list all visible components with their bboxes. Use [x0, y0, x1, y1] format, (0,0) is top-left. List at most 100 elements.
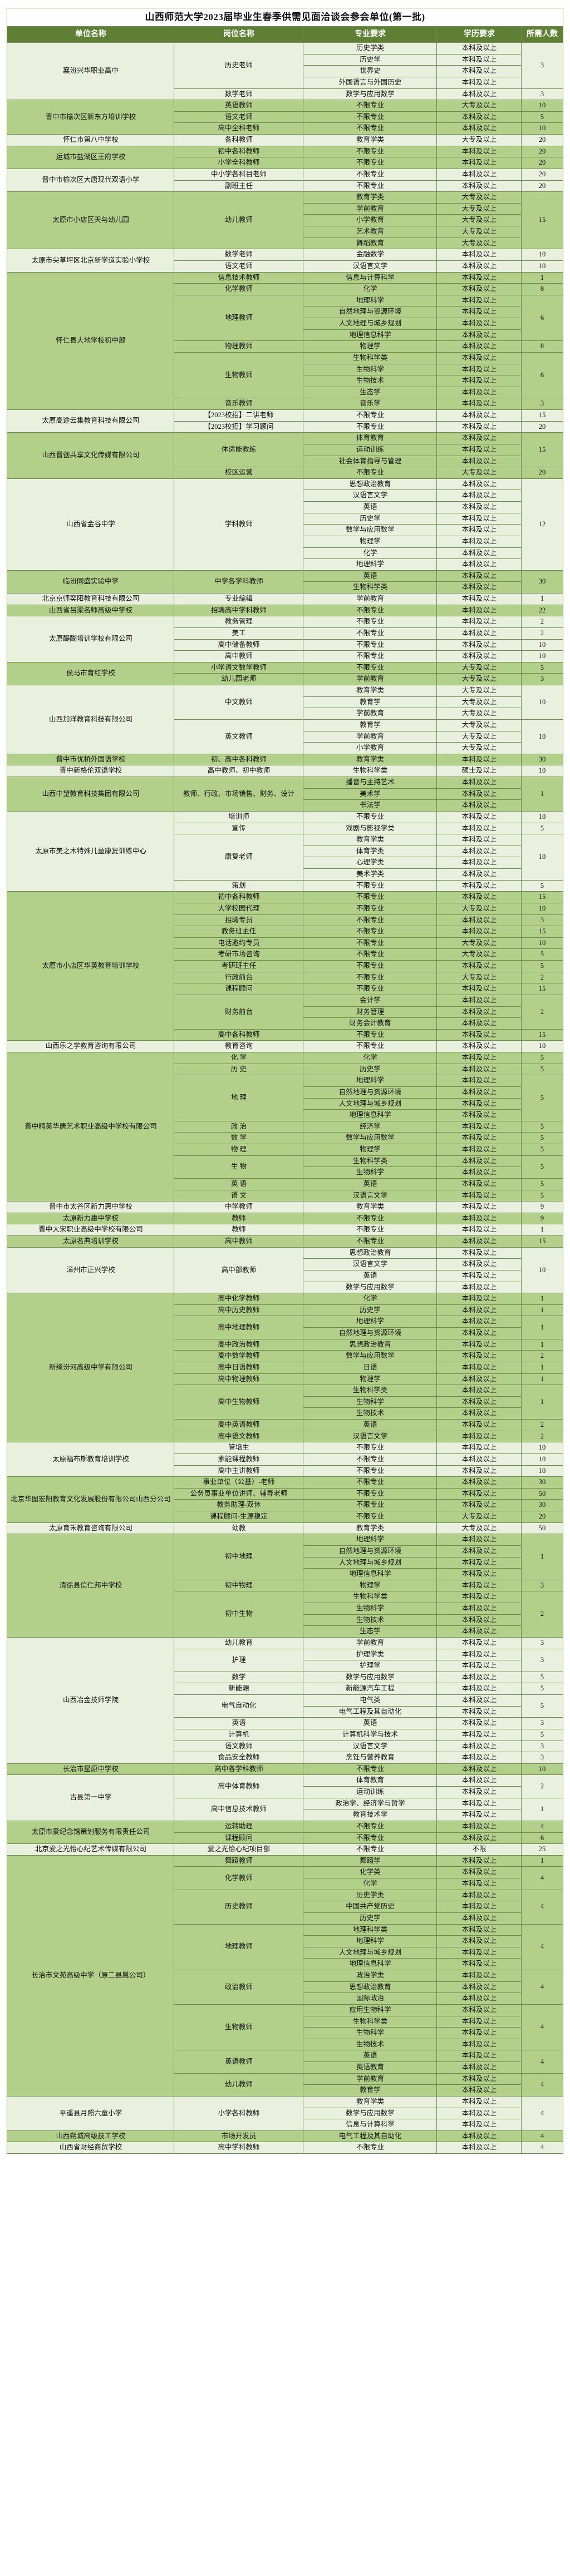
degree-cell: 本科及以上: [436, 1052, 522, 1064]
post-name-cell: 副班主任: [174, 180, 304, 192]
post-name-cell: 初中地理: [174, 1534, 304, 1580]
major-cell: 生物科学类: [303, 2015, 438, 2028]
degree-cell: 大专及以上: [436, 971, 522, 984]
degree-cell: 本科及以上: [436, 1247, 522, 1259]
post-name-cell: 高中化学教师: [174, 1293, 304, 1305]
major-cell: 不限专业: [303, 627, 438, 640]
degree-cell: 本科及以上: [436, 1407, 522, 1420]
post-name-cell: 教师、行政、市场销售、财务、设计: [174, 777, 304, 812]
table-row: 临汾同盛实验中学 中学各学科教师 英语 本科及以上 30: [7, 570, 563, 594]
table-row: 山西省财经商贸学校 高中学科教师 不限专业 本科及以上 4: [7, 2142, 563, 2154]
post-name-cell: 教师: [174, 1224, 304, 1236]
post-name-cell: 策划: [174, 879, 304, 892]
post-name-cell: 物 理: [174, 1144, 304, 1156]
degree-cell: 本科及以上: [436, 1132, 522, 1144]
major-cell: 人文地理与城乡规划: [303, 1097, 438, 1110]
major-cell: 外国语言与外国历史: [303, 76, 438, 89]
count-cell: 5: [521, 960, 563, 972]
table-row: 心理学类 本科及以上: [7, 857, 563, 869]
table-row: 考研市场咨询 不限专业 大专及以上 5: [7, 948, 563, 961]
unit-name-cell: 北京华图宏阳教育文化发展股份有限公司山西分公司: [7, 1476, 175, 1523]
major-cell: 历史学: [303, 53, 438, 66]
count-cell: 2: [521, 971, 563, 984]
unit-name-cell: 怀仁县大地学校初中部: [7, 271, 175, 410]
major-cell: 不限专业: [303, 1224, 438, 1236]
post-name-cell: 高中日语教师: [174, 1361, 304, 1374]
major-cell: 不限专业: [303, 145, 438, 158]
table-row: 护理学 本科及以上: [7, 1660, 563, 1672]
major-cell: 教育学类: [303, 753, 438, 766]
major-cell: 不限专业: [303, 983, 438, 995]
degree-cell: 本科及以上: [436, 1568, 522, 1580]
degree-cell: 本科及以上: [436, 1924, 522, 1936]
major-cell: 生物科学类: [303, 1155, 438, 1168]
unit-name-cell: 山西省吕梁名师高级中学校: [7, 604, 175, 617]
major-cell: 不限专业: [303, 879, 438, 892]
count-cell: 3: [521, 88, 563, 101]
post-name-cell: 语文教师: [174, 1740, 304, 1753]
degree-cell: 本科及以上: [436, 249, 522, 261]
unit-name-cell: 晋中大宋职业高级中学校有限公司: [7, 1224, 175, 1236]
degree-cell: 本科及以上: [436, 1636, 522, 1649]
table-row: 中国共产党历史 本科及以上: [7, 1901, 563, 1913]
degree-cell: 本科及以上: [436, 1006, 522, 1018]
major-cell: 应用生物科学: [303, 2004, 438, 2016]
unit-name-cell: 临汾同盛实验中学: [7, 570, 175, 594]
count-cell: 5: [521, 1132, 563, 1144]
post-name-cell: 学科教师: [174, 478, 304, 571]
degree-cell: 大专及以上: [436, 214, 522, 226]
table-row: 幼儿园老师 学前教育 大专及以上 3: [7, 673, 563, 685]
degree-cell: 本科及以上: [436, 1189, 522, 1202]
table-row: 生物科学 本科及以上: [7, 1396, 563, 1408]
major-cell: 历史学类: [303, 42, 438, 55]
table-row: 自然地理与资源环境 本科及以上: [7, 1086, 563, 1099]
table-row: 地理科学 本科及以上: [7, 558, 563, 571]
degree-cell: 本科及以上: [436, 122, 522, 135]
major-cell: 小学教育: [303, 214, 438, 226]
post-name-cell: 【2023校招】学习顾问: [174, 421, 304, 433]
degree-cell: 不限: [436, 1843, 522, 1856]
post-name-cell: 电话邀约专员: [174, 937, 304, 950]
table-row: 地理信息科学 本科及以上: [7, 1958, 563, 1970]
table-row: 山西乐之学教育咨询有限公司 教育咨询 不限专业 本科及以上 10: [7, 1040, 563, 1052]
post-name-cell: 专业编辑: [174, 593, 304, 605]
table-row: 美术学 本科及以上: [7, 788, 563, 800]
count-cell: 10: [521, 685, 563, 720]
unit-name-cell: 太原名典培训学校: [7, 1235, 175, 1248]
table-row: 考研班主任 不限专业 本科及以上 5: [7, 960, 563, 972]
table-row: 襄汾兴华职业高中 历史老师 历史学类 本科及以上 3: [7, 42, 563, 101]
table-row: 世界史 本科及以上: [7, 65, 563, 77]
count-cell: 5: [521, 879, 563, 892]
count-cell: 5: [521, 1694, 563, 1718]
post-name-cell: 高中教师、初中教师: [174, 765, 304, 777]
unit-name-cell: 晋中精英华唐艺术职业高级中学校有限公司: [7, 1051, 175, 1202]
major-cell: 数学与应用数学: [303, 524, 438, 536]
table-row: 英语教育 本科及以上: [7, 2061, 563, 2074]
degree-cell: 本科及以上: [436, 1579, 522, 1592]
unit-name-cell: 晋中市榆次区大唐现代双语小学: [7, 168, 175, 192]
count-cell: 30: [521, 570, 563, 594]
degree-cell: 大专及以上: [436, 661, 522, 674]
degree-cell: 本科及以上: [436, 1338, 522, 1351]
table-row: 晋中市榆次区大唐现代双语小学 中小学各科目老师 不限专业 本科及以上 20: [7, 168, 563, 192]
major-cell: 英语: [303, 501, 438, 513]
major-cell: 不限专业: [303, 891, 438, 903]
degree-cell: 本科及以上: [436, 1591, 522, 1603]
post-name-cell: 幼儿教育: [174, 1636, 304, 1649]
major-cell: 不限专业: [303, 616, 438, 628]
count-cell: 1: [521, 1855, 563, 1867]
major-cell: 汉语言文学: [303, 1430, 438, 1443]
degree-cell: 本科及以上: [436, 1912, 522, 1925]
count-cell: 10: [521, 1763, 563, 1776]
post-name-cell: 食品安全教师: [174, 1752, 304, 1764]
degree-cell: 本科及以上: [436, 2119, 522, 2131]
major-cell: 不限专业: [303, 1029, 438, 1041]
degree-cell: 本科及以上: [436, 777, 522, 789]
major-cell: 学前教育: [303, 730, 438, 743]
degree-cell: 本科及以上: [436, 2084, 522, 2097]
unit-name-cell: 北京爱之光怡心纪艺术传媒有限公司: [7, 1843, 175, 1856]
table-row: 人文地理与城乡规划 本科及以上: [7, 1946, 563, 1959]
major-cell: 历史学: [303, 512, 438, 525]
major-cell: 不限专业: [303, 1843, 438, 1856]
count-cell: 10: [521, 100, 563, 112]
